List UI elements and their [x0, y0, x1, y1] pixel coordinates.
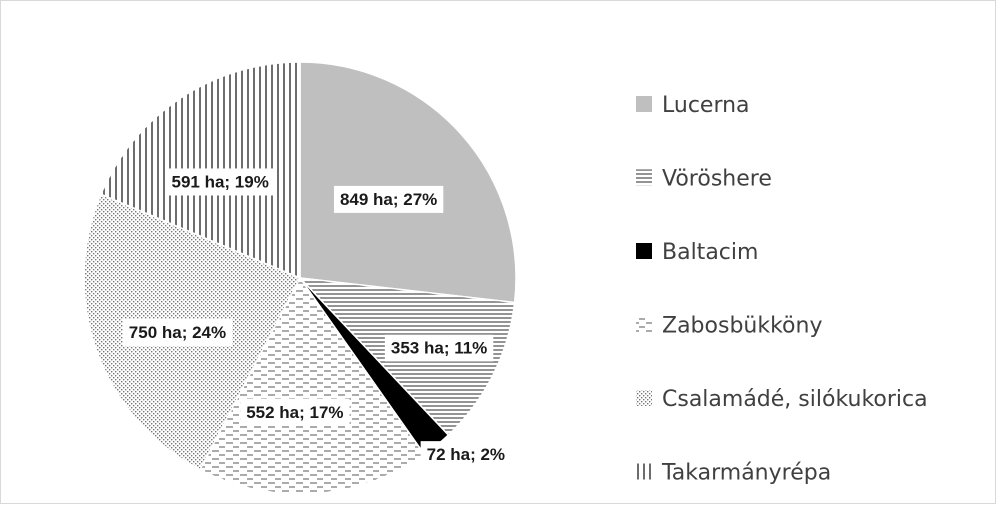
pie-slice-zabosbukkony [199, 276, 426, 495]
data-label-csalamade-silokukorica: 750 ha; 24% [129, 323, 226, 342]
legend-swatch-takarmanyrepa [636, 463, 652, 480]
data-label-lucerna: 849 ha; 27% [340, 190, 437, 209]
legend-label-voroshere: Vöröshere [662, 167, 772, 192]
legend-swatch-lucerna [636, 96, 652, 112]
pie-slice-lucerna [299, 61, 517, 304]
legend-label-zabosbukkony: Zabosbükköny [662, 314, 822, 339]
legend-swatch-csalamade-silokukorica [636, 390, 652, 406]
data-label-zabosbukkony: 552 ha; 17% [246, 403, 343, 422]
data-label-takarmanyrepa: 591 ha; 19% [171, 172, 268, 191]
data-label-background [165, 168, 275, 196]
legend-swatch-baltacim [636, 243, 652, 259]
legend-label-baltacim: Baltacim [662, 240, 758, 265]
data-label-voroshere: 353 ha; 11% [391, 339, 487, 358]
data-label-background [240, 398, 350, 426]
data-label-background [333, 185, 444, 213]
data-label-background [384, 334, 494, 362]
legend-label-takarmanyrepa: Takarmányrépa [661, 461, 831, 486]
legend-label-lucerna: Lucerna [662, 93, 750, 118]
legend-label-csalamade-silokukorica: Csalamádé, silókukorica [662, 387, 928, 412]
data-label-background [420, 441, 512, 469]
data-label-background [122, 319, 233, 347]
data-label-baltacim: 72 ha; 2% [427, 445, 505, 464]
legend-swatch-zabosbukkony [636, 316, 652, 333]
legend-swatch-voroshere [636, 169, 652, 186]
